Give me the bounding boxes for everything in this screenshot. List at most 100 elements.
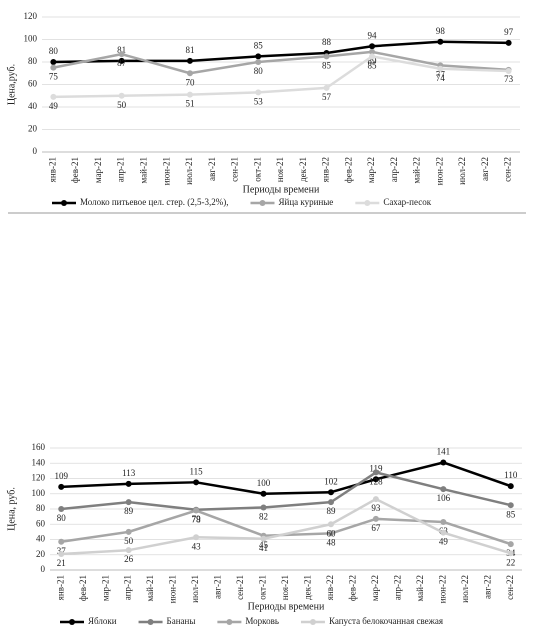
x-tick-label: май-21: [145, 575, 155, 601]
x-tick-label: фев-21: [70, 157, 80, 183]
legend-label: Молоко питьевое цел. стер. (2,5-3,2%),: [80, 197, 229, 207]
data-label: 106: [437, 493, 451, 503]
data-label: 93: [371, 503, 381, 513]
point: [50, 93, 57, 100]
data-label: 45: [259, 540, 269, 550]
line-segment: [61, 500, 129, 511]
x-tick-label: июн-21: [161, 157, 171, 185]
point: [440, 486, 447, 493]
legend-label: Яблоки: [88, 616, 117, 626]
point: [327, 530, 334, 537]
data-label: 41: [259, 543, 268, 553]
x-tick-label: июл-21: [190, 575, 200, 603]
line-segment: [263, 490, 331, 495]
legend-label: Капуста белокочанная свежая: [329, 616, 443, 626]
data-label: 21: [57, 558, 66, 568]
data-label: 74: [436, 73, 446, 83]
data-label: 48: [326, 537, 336, 547]
x-tick-label: окт-21: [258, 575, 268, 600]
point: [118, 51, 125, 58]
legend-marker: [69, 619, 75, 625]
data-label: 85: [254, 40, 264, 50]
point: [255, 89, 262, 96]
x-tick-label: мар-22: [370, 575, 380, 601]
legend-label: Морковь: [245, 616, 279, 626]
y-tick-label: 140: [32, 457, 46, 467]
data-label: 67: [371, 523, 381, 533]
data-label: 79: [192, 514, 202, 524]
line-segment: [258, 86, 327, 94]
x-tick-label: авг-22: [480, 157, 490, 181]
point: [507, 502, 514, 509]
x-tick-label: апр-21: [123, 575, 133, 600]
data-label: 57: [322, 92, 332, 102]
point: [440, 518, 447, 525]
point: [260, 535, 267, 542]
y-tick-label: 40: [28, 101, 38, 111]
point: [255, 53, 262, 60]
point: [125, 480, 132, 487]
point: [58, 550, 65, 557]
data-label: 73: [504, 74, 514, 84]
y-tick-label: 60: [28, 79, 38, 89]
line-segment: [61, 530, 129, 544]
point: [193, 479, 200, 486]
data-label: 43: [192, 541, 202, 551]
data-label: 60: [326, 528, 336, 538]
x-tick-label: янв-21: [47, 157, 57, 182]
line-segment: [326, 45, 373, 55]
line-segment: [189, 91, 259, 96]
x-tick-label: авг-21: [207, 157, 217, 181]
point: [505, 68, 512, 74]
data-label: 80: [49, 46, 59, 56]
line-segment: [61, 548, 129, 556]
x-tick-label: июл-21: [184, 157, 194, 185]
legend-marker: [61, 200, 67, 206]
line-segment: [263, 500, 332, 509]
point: [118, 92, 125, 99]
point: [260, 490, 267, 497]
data-label: 119: [369, 463, 383, 473]
point: [323, 84, 330, 91]
x-tick-label: сен-21: [235, 575, 245, 600]
y-tick-label: 100: [24, 34, 38, 44]
data-label: 85: [368, 60, 378, 70]
data-label: 81: [117, 45, 126, 55]
data-label: 113: [122, 468, 136, 478]
legend-marker: [309, 619, 316, 625]
line-segment: [440, 40, 509, 45]
data-label: 49: [439, 537, 449, 547]
line-segment: [371, 55, 441, 70]
line-segment: [440, 67, 509, 73]
data-label: 89: [326, 506, 336, 516]
point: [372, 515, 379, 522]
data-label: 75: [49, 72, 59, 82]
point: [440, 459, 447, 466]
y-tick-label: 20: [36, 549, 46, 559]
data-label: 26: [124, 554, 134, 564]
x-tick-label: фев-21: [78, 575, 88, 601]
x-tick-label: мар-22: [366, 157, 376, 183]
x-tick-label: окт-21: [252, 157, 262, 182]
x-tick-label: сен-22: [503, 157, 513, 182]
data-label: 87: [117, 58, 127, 68]
legend-label: Яйца куриные: [279, 197, 334, 207]
y-tick-label: 80: [28, 56, 38, 66]
data-label: 81: [185, 45, 194, 55]
line-segment: [128, 500, 197, 512]
line-segment: [442, 520, 512, 546]
point: [50, 59, 57, 65]
x-tick-label: апр-22: [392, 575, 402, 600]
point: [440, 529, 447, 536]
x-tick-label: сен-22: [505, 575, 515, 600]
point: [507, 541, 514, 548]
x-tick-label: мар-21: [100, 575, 110, 601]
data-label: 85: [322, 60, 332, 70]
x-tick-label: апр-22: [389, 157, 399, 182]
point: [327, 499, 334, 506]
point: [193, 507, 200, 514]
line-segment: [189, 60, 259, 75]
line-segment: [330, 517, 377, 535]
x-tick-label: авг-22: [482, 575, 492, 599]
point: [369, 43, 376, 50]
